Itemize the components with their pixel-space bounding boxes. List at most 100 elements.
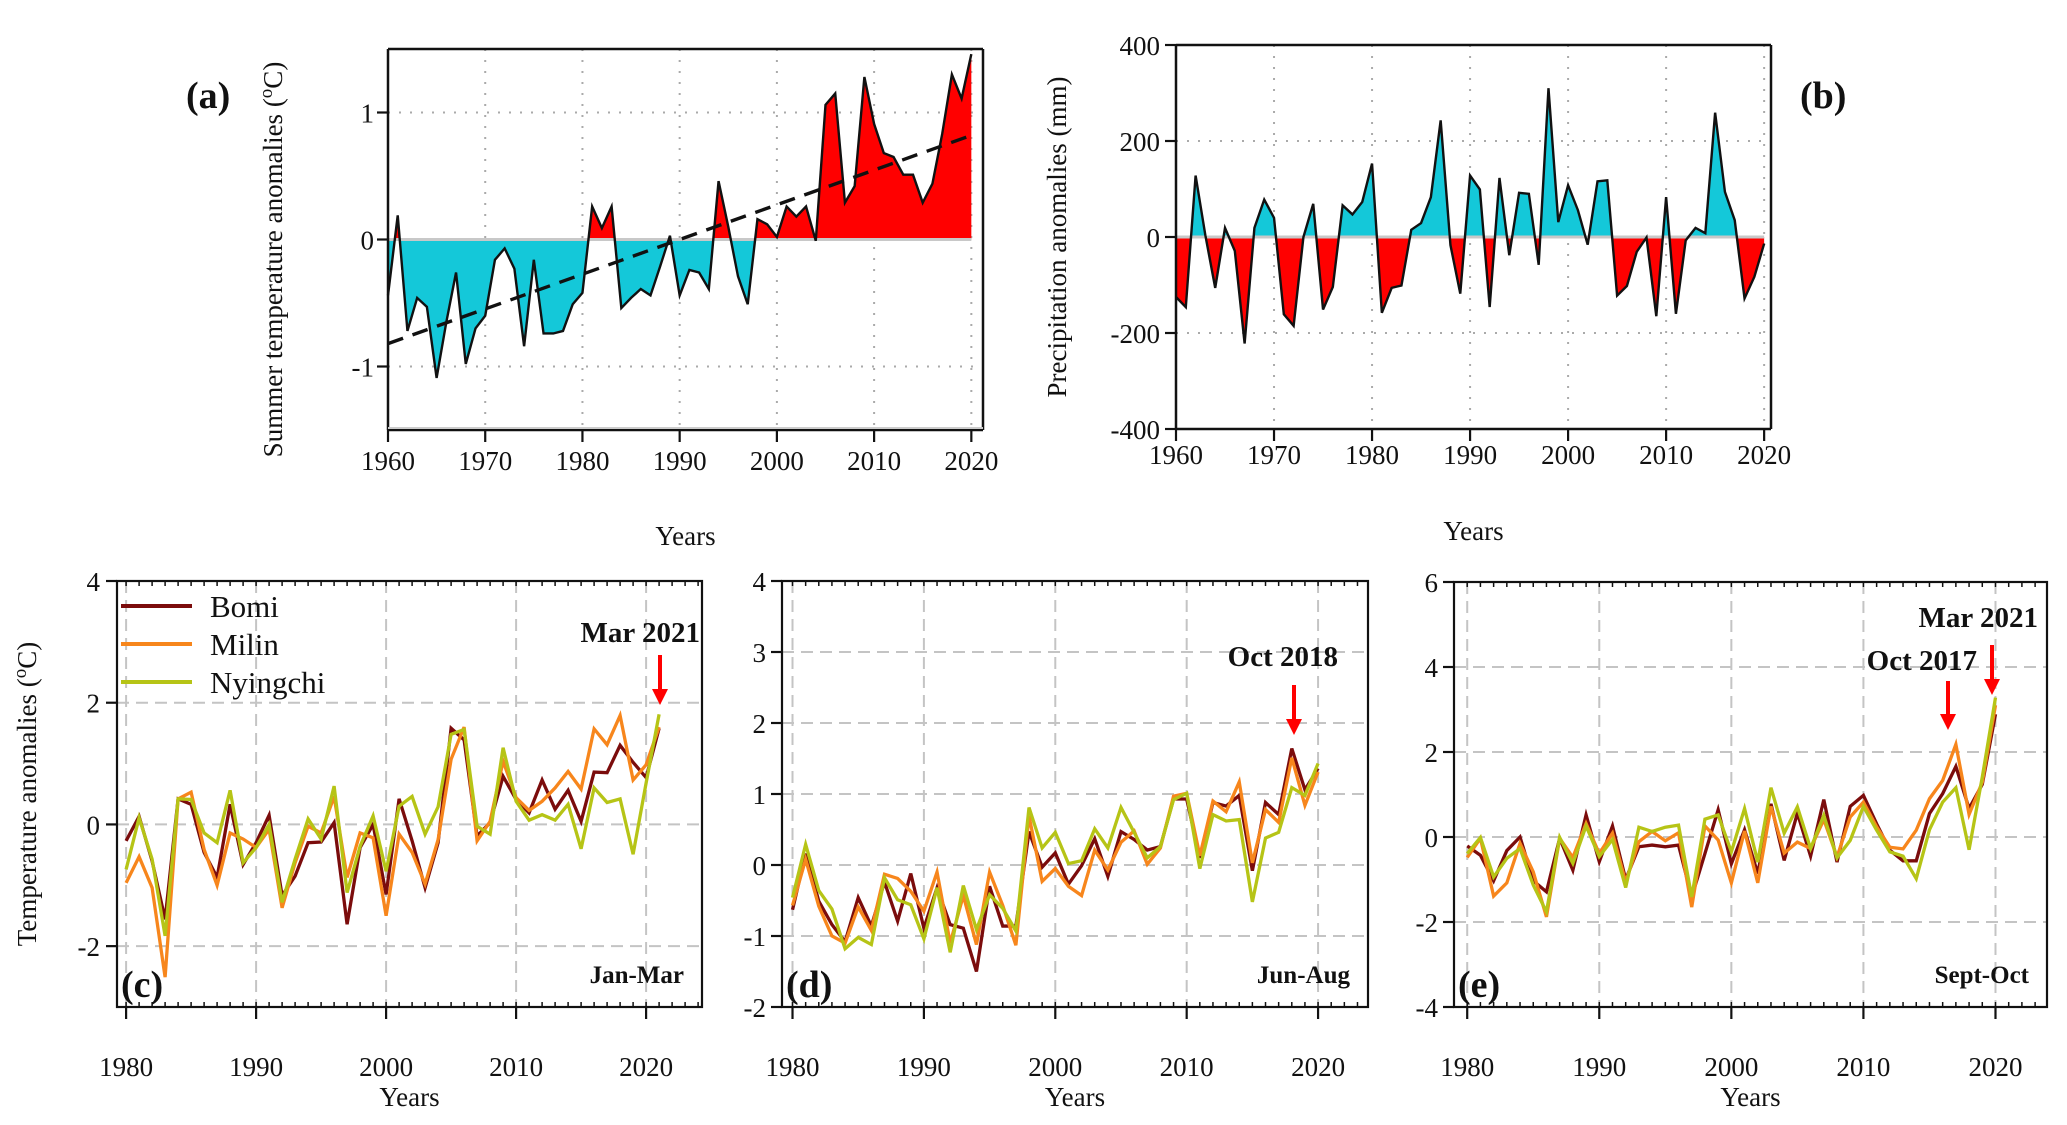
axes-frame [1174,43,1773,431]
y-tick-label: -200 [1111,319,1161,349]
plot-border [1452,580,2049,1009]
y-tick-label: -1 [744,922,767,952]
y-tick-label: 2 [753,709,767,739]
y-tick-label: 0 [87,810,101,840]
y-tick-label: 0 [361,226,375,256]
x-tick-label: 1980 [1345,440,1399,470]
anomaly-outline [1175,88,1766,344]
x-tick-label: 1980 [766,1052,820,1082]
x-tick-label: 2020 [1968,1052,2022,1082]
x-tick-label: 1980 [555,446,609,476]
panel-label: (a) [186,75,230,117]
y-tick-label: -4 [1416,993,1439,1023]
y-tick-label: -400 [1111,415,1161,445]
y-tick-label: 4 [87,567,101,597]
x-tick-label: 2000 [1541,440,1595,470]
red-arrow-head-icon [1984,679,2000,695]
panel-label: (d) [786,964,832,1006]
x-tick-label: 1970 [1247,440,1301,470]
x-tick-label: 2020 [619,1052,673,1082]
series-line-nyingchi [124,713,661,937]
positive-area [1176,88,1765,237]
anomaly-outline [386,53,973,379]
grid [1176,45,1771,429]
annotation-mar-2021: Mar 2021 [1919,602,2038,695]
annotation-label: Mar 2021 [1919,602,2038,634]
x-tick-label: 1990 [897,1052,951,1082]
y-tick-label: 6 [1425,568,1439,598]
panel-label: (c) [121,964,163,1006]
x-tick-label: 1990 [653,446,707,476]
panel-c-jan-mar: 1980 1990 2000 2010 2020 -2 0 2 4 Years Temperatur… [10,567,704,1112]
y-axis-label-main: Temperature anomalies ( [12,678,42,946]
y-tick-label: -2 [78,932,101,962]
x-axis-label: Years [1720,1082,1780,1112]
season-label: Jun-Aug [1257,962,1351,989]
panel-label: (b) [1800,75,1846,117]
legend-label-bomi: Bomi [210,589,279,624]
grid [388,49,983,430]
annotation-oct-2017: Oct 2017 [1867,645,1977,730]
y-axis-label-degree: o [256,89,277,99]
x-tick-label: 2010 [847,446,901,476]
annotation-mar-2021: Mar 2021 [581,617,700,705]
x-tick-label: 2000 [1028,1052,1082,1082]
red-arrow-head-icon [1940,714,1956,730]
y-tick-label: 2 [1425,738,1439,768]
x-tick-label: 1980 [1440,1052,1494,1082]
plot-border [115,579,704,1009]
panel-e-sept-oct: 1980 1990 2000 2010 2020 -4 -2 0 2 4 6 Years (e) Sept… [1416,568,2049,1112]
x-tick-label: 2020 [944,446,998,476]
y-tick-label: -2 [1416,908,1439,938]
series-line-milin [124,710,661,978]
y-axis-label-degree: o [10,669,31,679]
y-tick-label: 0 [753,851,767,881]
panel-label: (e) [1458,964,1500,1006]
x-tick-label: 1970 [458,446,512,476]
annotation-label: Mar 2021 [581,617,700,649]
series-line-nyingchi [1465,697,1998,918]
x-tick-label: 1990 [229,1052,283,1082]
panel-d-jun-aug: 1980 1990 2000 2010 2020 -2 -1 0 1 2 3 4 Years (d) Jun… [744,567,1370,1112]
legend-label-milin: Milin [210,627,279,662]
red-arrow-head-icon [652,689,668,705]
x-tick-label: 1960 [361,446,415,476]
grid [117,581,702,1007]
x-axis-label: Years [379,1082,439,1112]
axes-frame [1452,580,2049,1009]
legend-label-nyingchi: Nyingchi [210,665,326,700]
x-tick-label: 2000 [359,1052,413,1082]
y-tick-label: -2 [744,993,767,1023]
x-tick-label: 2010 [489,1052,543,1082]
y-tick-label: -1 [352,353,375,383]
negative-area [1176,237,1765,344]
x-axis-label: Years [655,521,715,551]
y-axis-label-main: Summer temperature anomalies ( [258,98,288,457]
season-label: Sept-Oct [1935,962,2030,989]
y-tick-label: 4 [753,567,767,597]
y-tick-label: 0 [1147,223,1161,253]
series-line-nyingchi [790,762,1320,953]
x-tick-label: 2020 [1737,440,1791,470]
x-tick-label: 1980 [99,1052,153,1082]
annotation-label: Oct 2018 [1228,641,1338,673]
y-tick-label: 400 [1120,31,1161,61]
x-tick-label: 2020 [1291,1052,1345,1082]
y-axis-label: Temperature anomalies (oC) [10,642,42,946]
x-tick-label: 2000 [1704,1052,1758,1082]
x-tick-label: 1990 [1443,440,1497,470]
y-axis-label: Summer temperature anomalies (oC) [256,62,288,458]
y-axis-label-unit: C) [258,62,288,89]
season-label: Jan-Mar [590,962,684,989]
y-tick-label: 200 [1120,127,1161,157]
panel-b-precipitation: 1960 1970 1980 1990 2000 2010 2020 -400 -200 0 200… [1042,31,1846,546]
negative-area [388,239,972,378]
x-axis-label: Years [1443,516,1503,546]
x-tick-label: 1960 [1149,440,1203,470]
grid [782,581,1368,1007]
x-tick-label: 2010 [1160,1052,1214,1082]
annotation-oct-2018: Oct 2018 [1228,641,1338,735]
